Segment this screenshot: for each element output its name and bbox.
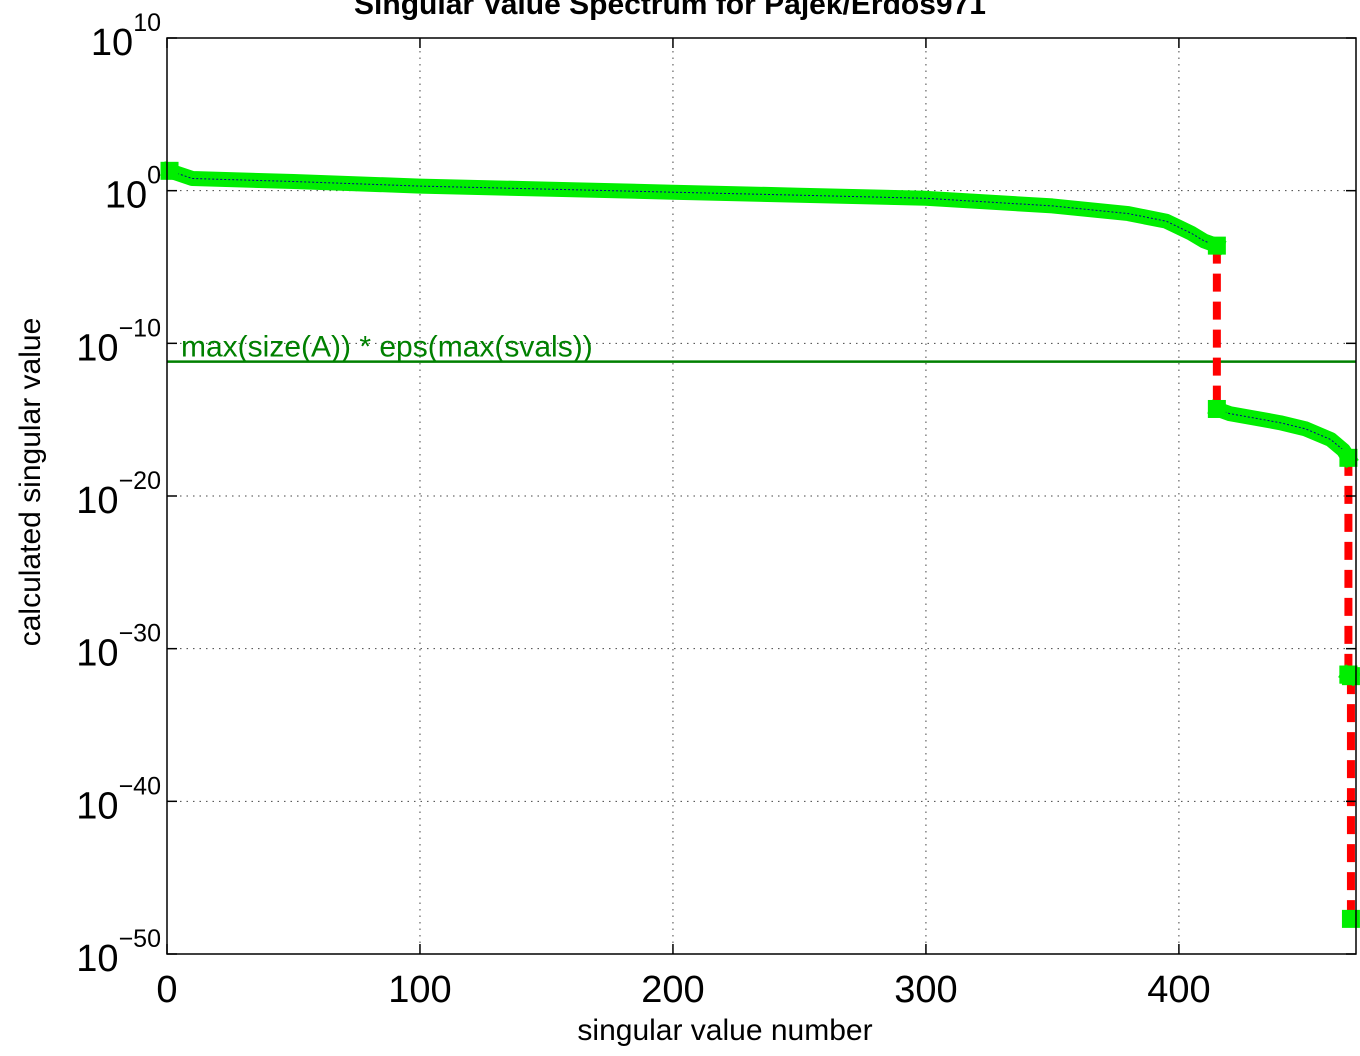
threshold-label: max(size(A)) * eps(max(svals)) <box>181 331 593 364</box>
x-tick-label: 200 <box>641 969 704 1011</box>
y-tick-label: 100 <box>105 162 161 217</box>
data-point-marker <box>1339 448 1358 467</box>
x-tick-label: 400 <box>1147 969 1210 1011</box>
x-axis-title: singular value number <box>577 1014 872 1047</box>
data-point-marker <box>1341 909 1360 928</box>
data-point-marker <box>160 161 179 180</box>
x-tick-label: 300 <box>894 969 957 1011</box>
y-tick-label: 10−40 <box>76 772 161 827</box>
chart-title: Singular Value Spectrum for Pajek/Erdos9… <box>354 0 986 21</box>
data-point-marker <box>1341 667 1360 686</box>
y-tick-label: 10−20 <box>76 467 161 522</box>
series-layer <box>159 161 1360 928</box>
y-tick-label: 1010 <box>91 9 161 64</box>
data-point-marker <box>1207 399 1226 418</box>
y-tick-label: 10−50 <box>76 925 161 980</box>
threshold-layer: max(size(A)) * eps(max(svals)) <box>167 331 1356 364</box>
data-point-marker <box>1207 236 1226 255</box>
series-line <box>169 170 1218 247</box>
y-axis-title: calculated singular value <box>14 318 47 647</box>
y-tick-label: 10−30 <box>76 620 161 675</box>
axis-ticks: 0 100 200 300 400 1010 100 10−10 10−20 10−30 10−40… <box>76 9 1356 1011</box>
y-tick-label: 10−10 <box>76 314 161 369</box>
x-tick-label: 100 <box>388 969 451 1011</box>
series-line <box>1216 408 1349 459</box>
x-tick-label: 0 <box>156 969 177 1011</box>
